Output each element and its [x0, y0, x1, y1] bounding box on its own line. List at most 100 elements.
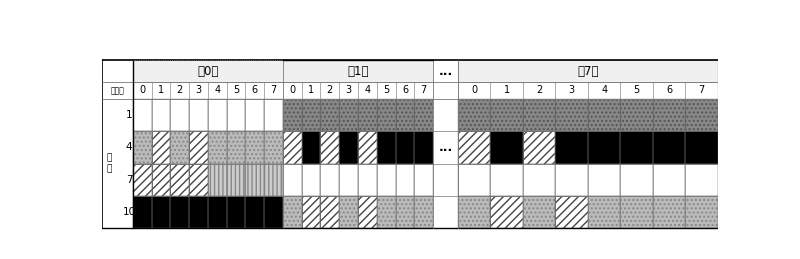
Bar — [490, 82, 523, 99]
Bar — [395, 99, 414, 131]
Bar — [151, 196, 170, 228]
Bar — [523, 99, 555, 131]
Bar — [621, 163, 653, 196]
Bar — [226, 131, 246, 163]
Bar — [686, 82, 718, 99]
Bar — [395, 196, 414, 228]
Text: ...: ... — [438, 64, 453, 78]
Bar — [395, 131, 414, 163]
Bar — [490, 196, 523, 228]
Text: 2: 2 — [536, 85, 542, 95]
Text: 0: 0 — [471, 85, 477, 95]
Bar — [458, 196, 490, 228]
Bar — [264, 163, 283, 196]
Bar — [686, 99, 718, 131]
Bar — [151, 131, 170, 163]
Bar — [226, 131, 246, 163]
Bar — [555, 131, 588, 163]
Bar — [226, 163, 246, 196]
Bar — [653, 99, 686, 131]
Bar — [302, 99, 321, 131]
Bar — [226, 82, 246, 99]
Text: 第1帧: 第1帧 — [347, 64, 369, 78]
Bar — [302, 131, 321, 163]
Bar — [433, 60, 458, 228]
Bar — [458, 131, 490, 163]
Bar — [377, 82, 395, 99]
Bar — [321, 196, 339, 228]
Text: 1: 1 — [503, 85, 510, 95]
Text: 0: 0 — [290, 85, 295, 95]
Bar — [414, 99, 433, 131]
Bar — [358, 82, 377, 99]
Text: 5: 5 — [634, 85, 640, 95]
Text: 6: 6 — [666, 85, 672, 95]
Bar — [226, 196, 246, 228]
Text: 3: 3 — [195, 85, 202, 95]
Bar — [653, 131, 686, 163]
Bar — [189, 163, 208, 196]
Bar — [377, 163, 395, 196]
Bar — [358, 131, 377, 163]
Bar — [302, 196, 321, 228]
Text: 5: 5 — [383, 85, 390, 95]
Text: 10: 10 — [122, 207, 135, 217]
Bar — [588, 99, 621, 131]
Bar — [377, 196, 395, 228]
Bar — [208, 131, 226, 163]
Bar — [246, 131, 264, 163]
Text: 7: 7 — [698, 85, 705, 95]
Bar — [653, 196, 686, 228]
Bar — [170, 99, 189, 131]
Bar — [170, 163, 189, 196]
Bar — [490, 163, 523, 196]
Bar — [621, 196, 653, 228]
Bar — [555, 99, 588, 131]
Bar — [653, 99, 686, 131]
Bar — [358, 99, 377, 131]
Bar — [264, 196, 283, 228]
Text: 4: 4 — [126, 142, 132, 152]
Bar — [414, 99, 433, 131]
Bar — [621, 196, 653, 228]
Bar — [490, 196, 523, 228]
Bar — [264, 131, 283, 163]
Bar — [523, 82, 555, 99]
Bar — [339, 163, 358, 196]
Bar — [283, 131, 302, 163]
Bar — [133, 99, 151, 131]
Bar — [458, 99, 490, 131]
Bar — [264, 131, 283, 163]
Bar — [621, 82, 653, 99]
Bar — [283, 131, 302, 163]
Bar — [208, 131, 226, 163]
Bar — [226, 163, 246, 196]
Bar — [588, 99, 621, 131]
Text: ...: ... — [438, 141, 453, 154]
Bar — [686, 131, 718, 163]
Bar — [395, 163, 414, 196]
Bar — [621, 163, 653, 196]
Text: 2: 2 — [326, 85, 333, 95]
Bar — [321, 82, 339, 99]
Bar — [246, 82, 264, 99]
Text: 6: 6 — [252, 85, 258, 95]
Bar — [302, 99, 321, 131]
Bar — [523, 163, 555, 196]
Bar — [226, 99, 246, 131]
Bar — [246, 163, 264, 196]
Bar — [208, 163, 226, 196]
Bar — [458, 99, 490, 131]
Bar — [358, 163, 377, 196]
Bar — [133, 196, 151, 228]
Bar — [588, 131, 621, 163]
Bar — [170, 163, 189, 196]
Bar — [358, 196, 377, 228]
Bar — [321, 163, 339, 196]
Bar — [395, 163, 414, 196]
Bar — [377, 99, 395, 131]
Text: 4: 4 — [214, 85, 220, 95]
Bar — [523, 131, 555, 163]
Bar — [621, 99, 653, 131]
Bar — [151, 196, 170, 228]
